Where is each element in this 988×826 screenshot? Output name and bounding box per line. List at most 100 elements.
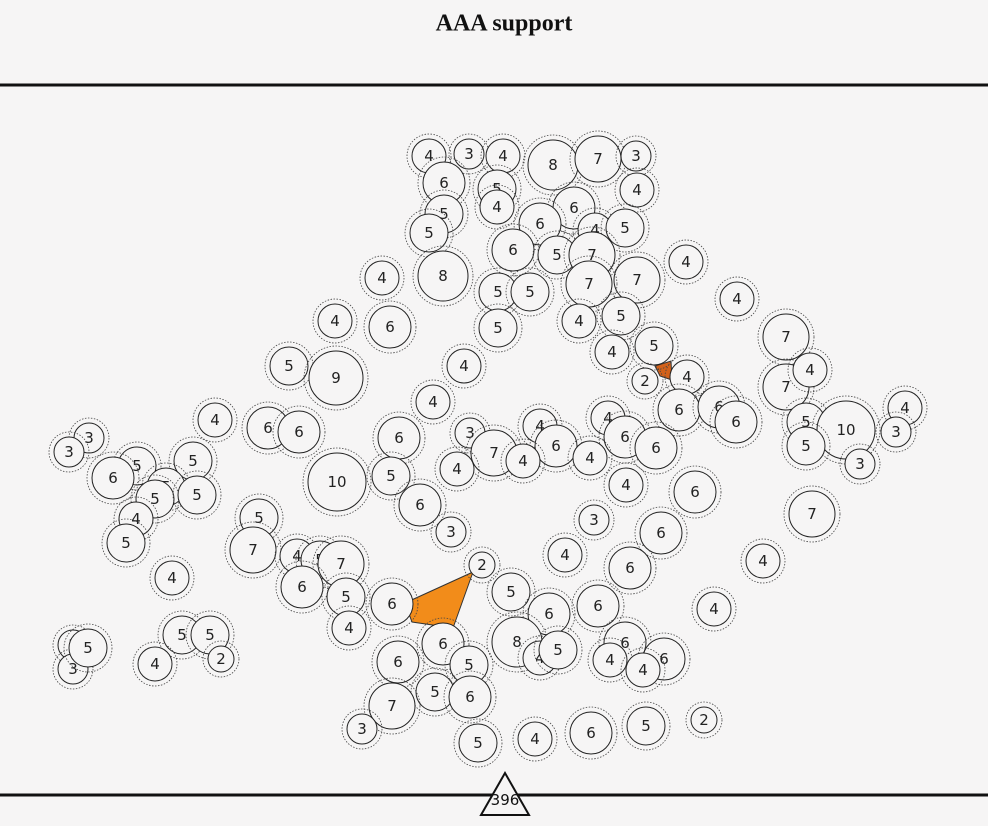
- node-halo: [48, 431, 90, 473]
- node-label: 6: [569, 199, 579, 217]
- node: 5: [63, 623, 113, 673]
- node-halo: [533, 625, 583, 675]
- node-halo: [620, 647, 666, 693]
- node-circle: [505, 443, 541, 479]
- node-halo: [441, 343, 487, 389]
- node-circle: [346, 713, 378, 745]
- node-label: 3: [855, 455, 865, 473]
- node-label: 6: [620, 634, 630, 652]
- node-label: 4: [498, 147, 508, 165]
- node-halo: [172, 470, 222, 520]
- node: 4: [663, 239, 709, 285]
- node: 3: [839, 443, 881, 485]
- node-label: 5: [188, 452, 198, 470]
- node-circle: [364, 260, 400, 296]
- node: 5: [366, 451, 416, 501]
- node-label: 6: [263, 419, 273, 437]
- node-label: 5: [525, 283, 535, 301]
- node-label: 5: [552, 246, 562, 264]
- node-label: 5: [620, 219, 630, 237]
- node-label: 5: [121, 534, 131, 552]
- node-circle: [605, 208, 645, 248]
- node-halo: [412, 245, 474, 307]
- node-halo: [303, 345, 369, 411]
- node-circle: [91, 456, 135, 500]
- node-circle: [137, 646, 173, 682]
- node-label: 5: [205, 626, 215, 644]
- node-circle: [154, 560, 190, 596]
- node-label: 4: [535, 417, 545, 435]
- node-circle: [229, 526, 277, 574]
- node-halo: [603, 462, 649, 508]
- node-halo: [112, 441, 162, 491]
- node: 6: [709, 395, 763, 449]
- node-halo: [542, 532, 588, 578]
- node-label: 4: [560, 546, 570, 564]
- node-halo: [101, 518, 151, 568]
- node-circle: [576, 584, 620, 628]
- node-halo: [312, 298, 358, 344]
- node-circle: [68, 628, 108, 668]
- node-label: 6: [438, 635, 448, 653]
- node-halo: [149, 555, 195, 601]
- node: 6: [363, 300, 417, 354]
- node-circle: [844, 448, 876, 480]
- node-label: 4: [518, 452, 528, 470]
- node-circle: [331, 610, 367, 646]
- node-label: 4: [459, 357, 469, 375]
- node-circle: [417, 250, 469, 302]
- node-circle: [619, 172, 655, 208]
- node: 4: [787, 347, 833, 393]
- node: 4: [312, 298, 358, 344]
- node-circle: [592, 642, 628, 678]
- node-circle: [534, 424, 578, 468]
- node-label: 5: [464, 656, 474, 674]
- node-circle: [594, 334, 630, 370]
- node-label: 6: [656, 524, 666, 542]
- node: 4: [192, 397, 238, 443]
- node-label: 4: [428, 393, 438, 411]
- node-halo: [366, 451, 416, 501]
- node-label: 4: [900, 399, 910, 417]
- node-halo: [363, 300, 417, 354]
- node-label: 6: [393, 653, 403, 671]
- node-circle: [277, 410, 321, 454]
- node: 8: [412, 245, 474, 307]
- node-label: 6: [394, 429, 404, 447]
- node-circle: [308, 350, 364, 406]
- node-circle: [458, 723, 498, 763]
- node-circle: [626, 706, 666, 746]
- node-halo: [563, 226, 621, 284]
- node-label: 3: [891, 423, 901, 441]
- node: 2: [463, 546, 501, 584]
- node-circle: [280, 565, 324, 609]
- node-circle: [479, 189, 515, 225]
- node-circle: [415, 384, 451, 420]
- node-label: 5: [439, 205, 449, 223]
- node-label: 3: [465, 424, 475, 442]
- node-halo: [486, 567, 536, 617]
- node-halo: [474, 184, 520, 230]
- node-halo: [571, 579, 625, 633]
- count-label: 396: [491, 791, 520, 809]
- node-label: 5: [83, 639, 93, 657]
- node: 4: [500, 438, 546, 484]
- node-halo: [132, 641, 178, 687]
- node: 7: [363, 677, 421, 735]
- node-label: 4: [709, 600, 719, 618]
- node-label: 5: [284, 357, 294, 375]
- node-halo: [202, 640, 240, 678]
- node: 5: [172, 470, 222, 520]
- node-label: 6: [508, 241, 518, 259]
- node-label: 10: [327, 473, 346, 491]
- node: 4: [691, 586, 737, 632]
- node: 5: [453, 718, 503, 768]
- node-circle: [307, 452, 367, 512]
- node: 7: [783, 485, 841, 543]
- node-circle: [435, 516, 467, 548]
- node-circle: [561, 303, 597, 339]
- node-circle: [370, 582, 414, 626]
- node-label: 4: [605, 651, 615, 669]
- node-label: 4: [607, 343, 617, 361]
- node-halo: [302, 447, 372, 517]
